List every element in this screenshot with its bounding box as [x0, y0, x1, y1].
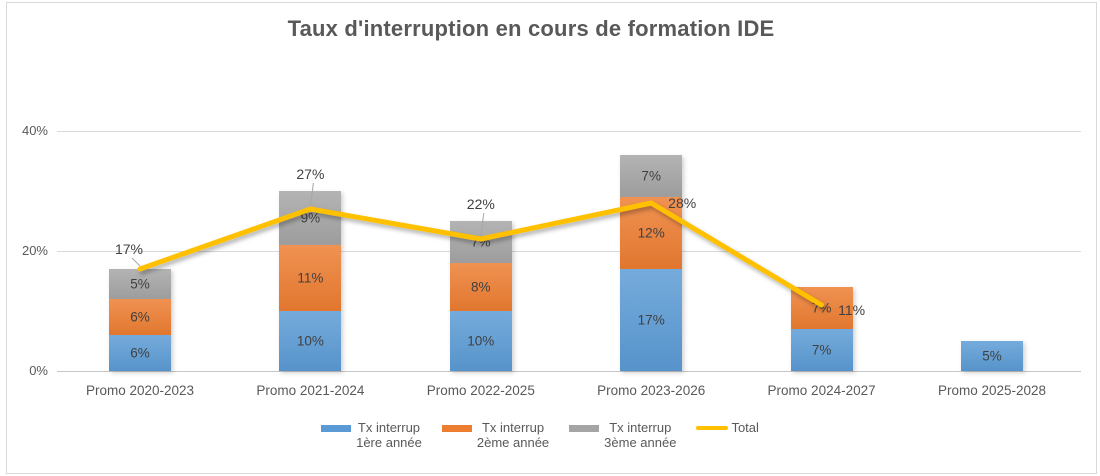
y-axis-label: 0%	[29, 363, 48, 378]
gridline	[57, 251, 1081, 252]
total-label: 17%	[114, 241, 144, 257]
legend-item: Tx interrup 1ère année	[321, 420, 422, 450]
x-axis-label: Promo 2021-2024	[256, 383, 365, 398]
legend-series-swatch-icon	[441, 425, 472, 432]
legend-item: Tx interrup 3ème année	[569, 420, 676, 450]
total-label: 22%	[466, 196, 495, 212]
total-label: 11%	[838, 302, 866, 318]
legend-item: Total	[696, 420, 759, 450]
segment-label: 8%	[471, 279, 491, 295]
bar-segment	[961, 341, 1023, 371]
total-label: 28%	[668, 195, 697, 211]
chart-border	[6, 2, 1097, 474]
legend-line-marker-icon	[696, 426, 729, 430]
legend-item: Tx interrup 2ème année	[441, 420, 550, 450]
x-axis-label: Promo 2023-2026	[597, 383, 706, 398]
segment-label: 10%	[467, 333, 495, 349]
legend-series-swatch-icon	[569, 425, 600, 432]
legend-label: Total	[731, 420, 759, 435]
y-axis-label: 20%	[21, 243, 48, 258]
bar-segment	[790, 329, 853, 371]
segment-label: 6%	[130, 309, 150, 325]
segment-label: 7%	[471, 234, 491, 250]
x-axis-label: Promo 2025-2028	[937, 383, 1047, 398]
y-axis-label: 40%	[21, 123, 48, 138]
chart-title: Taux d'interruption en cours de formatio…	[287, 16, 775, 41]
gridline	[57, 131, 1081, 132]
bar-segment	[620, 155, 683, 197]
bar-segment	[449, 311, 512, 371]
gridline	[57, 371, 1081, 372]
x-axis-label: Promo 2020-2023	[85, 383, 195, 398]
segment-label: 7%	[811, 300, 832, 316]
segment-label: 17%	[637, 312, 665, 328]
legend-series-swatch-icon	[321, 425, 352, 432]
segment-label: 12%	[637, 225, 665, 241]
segment-label: 9%	[300, 210, 321, 226]
x-axis-label: Promo 2022-2025	[426, 383, 535, 398]
segment-label: 6%	[130, 345, 150, 361]
segment-label: 7%	[811, 342, 832, 358]
segment-label: 10%	[296, 333, 324, 349]
legend-label: Tx interrup 3ème année	[604, 420, 677, 450]
x-axis-label: Promo 2024-2027	[767, 383, 876, 398]
legend-label: Tx interrup 1ère année	[356, 420, 422, 450]
legend-label: Tx interrup 2ème année	[476, 420, 550, 450]
total-label: 27%	[296, 166, 325, 182]
segment-label: 11%	[297, 270, 324, 286]
bar-segment	[279, 311, 342, 371]
segment-label: 7%	[641, 168, 661, 184]
bar-promo-2025-2028	[961, 341, 1023, 371]
segment-label: 5%	[982, 348, 1002, 364]
legend: Tx interrup 1ère année Tx interrup 2ème ann…	[0, 420, 1080, 450]
label-leader-line	[131, 257, 141, 267]
bar-promo-2023-2026	[620, 155, 683, 371]
segment-label: 5%	[130, 276, 150, 292]
bar-segment	[109, 335, 171, 371]
